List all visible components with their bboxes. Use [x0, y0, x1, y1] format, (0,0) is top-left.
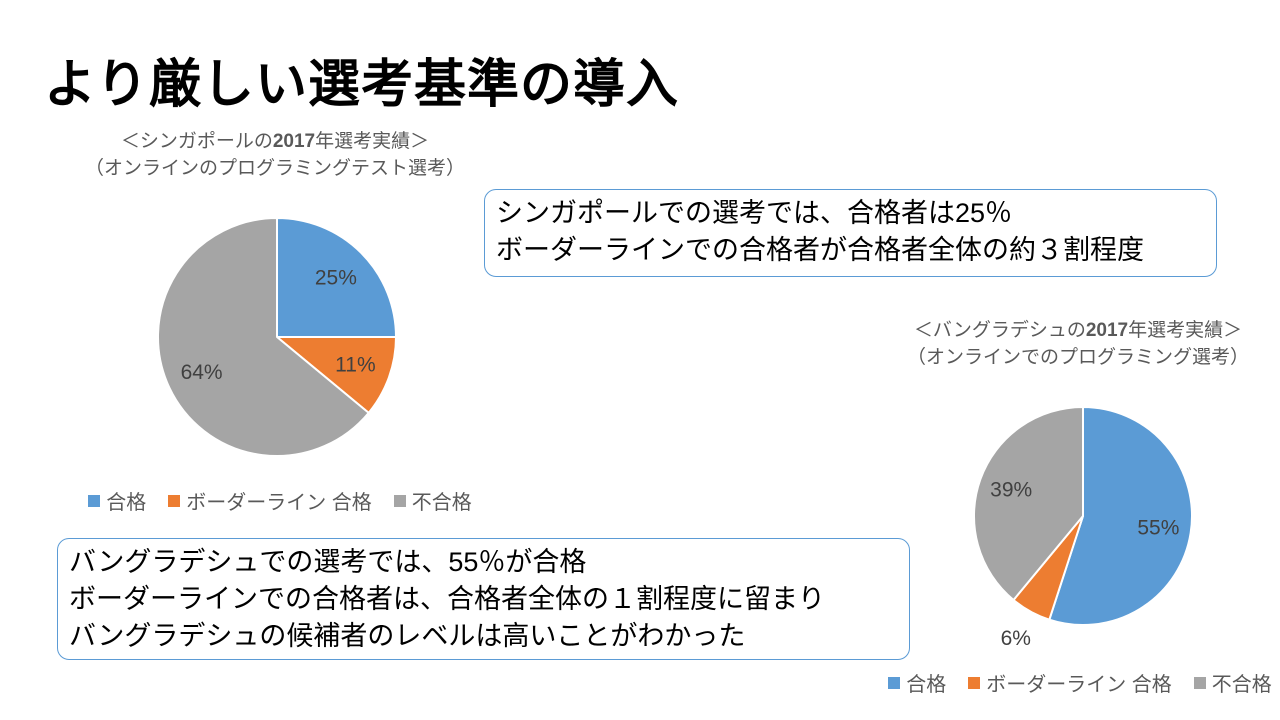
bangladesh-legend: 合格 ボーダーライン 合格 不合格	[878, 668, 1280, 697]
legend-label: 合格	[906, 674, 947, 696]
bangladesh-chart-title-line1: ＜バングラデシュの2017年選考実績＞	[873, 317, 1280, 344]
bangladesh-title-prefix: ＜バングラデシュの	[913, 320, 1086, 341]
singapore-callout-line: ボーダーラインでの合格者が合格者全体の約３割程度	[496, 235, 1144, 265]
singapore-callout-box: シンガポールでの選考では、合格者は25％ ボーダーラインでの合格者が合格者全体の…	[484, 189, 1217, 277]
bangladesh-title-year: 2017	[1085, 320, 1129, 341]
singapore-chart-title: ＜シンガポールの2017年選考実績＞ （オンラインのプログラミングテスト選考）	[55, 128, 495, 182]
pie-data-label: 25%	[315, 267, 357, 290]
legend-item: ボーダーライン 合格	[968, 668, 1172, 697]
singapore-title-suffix: 年選考実績＞	[315, 131, 430, 152]
bangladesh-callout-line: バングラデシュでの選考では、55％が合格	[69, 547, 587, 577]
bangladesh-callout-line: バングラデシュの候補者のレベルは高いことがわかった	[69, 621, 746, 651]
pie-slice	[276, 217, 397, 338]
pie-data-label: 11%	[335, 354, 375, 377]
bangladesh-callout-box: バングラデシュでの選考では、55％が合格 ボーダーラインでの合格者は、合格者全体…	[57, 538, 910, 660]
singapore-legend: 合格 ボーダーライン 合格 不合格	[50, 486, 510, 515]
bangladesh-callout-line: ボーダーラインでの合格者は、合格者全体の１割程度に留まり	[69, 584, 825, 614]
legend-swatch-icon	[1193, 676, 1206, 689]
bangladesh-pie-chart: 55% 6% 39%	[973, 406, 1193, 650]
legend-swatch-icon	[888, 676, 901, 689]
singapore-title-prefix: ＜シンガポールの	[120, 131, 273, 152]
legend-label: 不合格	[411, 492, 472, 514]
legend-item: 合格	[88, 486, 146, 515]
legend-item: ボーダーライン 合格	[168, 486, 372, 515]
legend-label: ボーダーライン 合格	[986, 674, 1172, 696]
singapore-chart-title-line1: ＜シンガポールの2017年選考実績＞	[55, 128, 495, 155]
pie-data-label: 55%	[1137, 516, 1179, 539]
legend-swatch-icon	[88, 494, 101, 507]
legend-label: 不合格	[1211, 674, 1272, 696]
legend-item: 不合格	[1193, 668, 1272, 697]
legend-item: 不合格	[393, 486, 472, 515]
bangladesh-chart-subtitle: （オンラインでのプログラミング選考）	[906, 347, 1249, 368]
legend-label: 合格	[106, 492, 147, 514]
legend-swatch-icon	[968, 676, 981, 689]
pie-slice	[973, 406, 1084, 601]
singapore-title-year: 2017	[272, 131, 316, 152]
pie-data-label: 6%	[1001, 627, 1031, 650]
legend-label: ボーダーライン 合格	[186, 492, 372, 514]
bangladesh-chart-title: ＜バングラデシュの2017年選考実績＞ （オンラインでのプログラミング選考）	[873, 317, 1280, 371]
legend-swatch-icon	[393, 494, 406, 507]
pie-slice	[1048, 406, 1193, 626]
bangladesh-title-suffix: 年選考実績＞	[1128, 320, 1243, 341]
singapore-chart-subtitle: （オンラインのプログラミングテスト選考）	[84, 158, 465, 179]
pie-slice	[157, 217, 370, 457]
legend-swatch-icon	[168, 494, 181, 507]
pie-data-label: 64%	[181, 361, 223, 384]
legend-item: 合格	[888, 668, 946, 697]
pie-slice	[276, 336, 397, 414]
pie-data-label: 39%	[990, 479, 1032, 502]
slide-title: より厳しい選考基準の導入	[44, 56, 679, 114]
singapore-callout-line: シンガポールでの選考では、合格者は25％	[496, 198, 1013, 228]
singapore-pie-chart: 25% 11% 64%	[157, 217, 397, 457]
